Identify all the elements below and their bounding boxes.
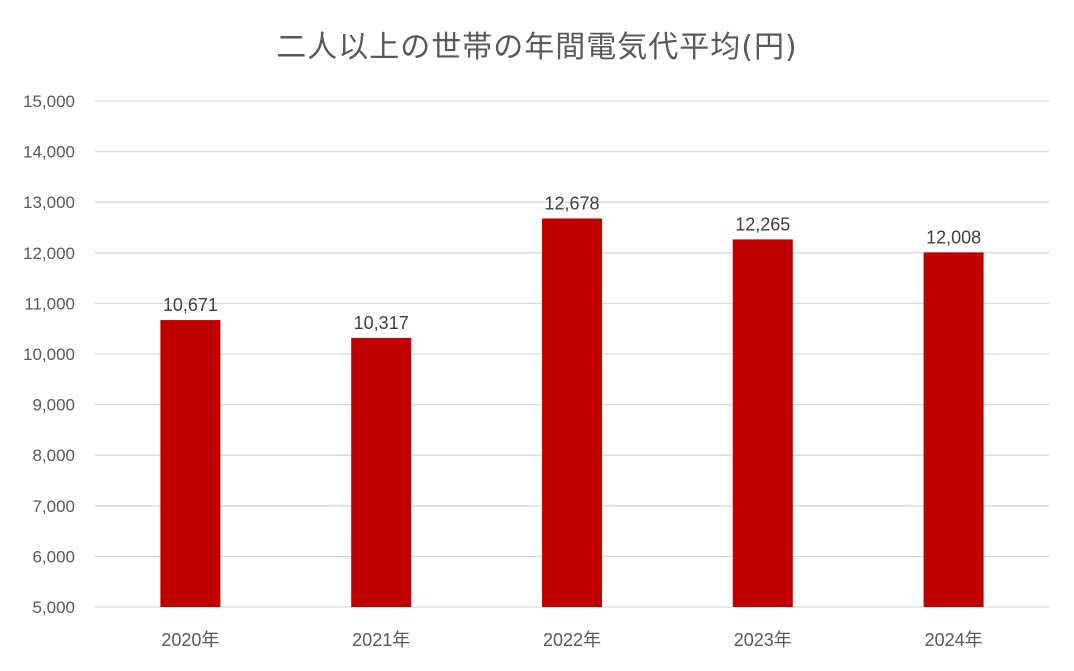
y-tick-label: 13,000 — [23, 193, 75, 212]
chart-title: 二人以上の世帯の年間電気代平均(円) — [276, 30, 798, 65]
bar — [923, 252, 984, 607]
data-label: 12,265 — [735, 214, 790, 234]
y-tick-label: 5,000 — [32, 598, 75, 617]
y-tick-label: 6,000 — [32, 547, 75, 566]
x-tick-label: 2021年 — [352, 630, 410, 650]
bar — [542, 218, 602, 607]
bar — [732, 239, 793, 608]
x-tick-label: 2024年 — [925, 630, 983, 650]
y-tick-label: 15,000 — [23, 92, 75, 111]
y-tick-label: 12,000 — [23, 244, 75, 263]
data-label: 10,317 — [354, 313, 409, 333]
data-label: 10,671 — [163, 295, 218, 315]
x-tick-label: 2022年 — [543, 630, 601, 650]
y-tick-label: 7,000 — [32, 497, 75, 516]
bar — [351, 337, 412, 607]
data-label: 12,008 — [926, 227, 981, 247]
y-tick-label: 10,000 — [23, 345, 75, 364]
x-tick-label: 2020年 — [161, 630, 219, 650]
y-tick-label: 14,000 — [23, 143, 75, 162]
y-tick-label: 9,000 — [32, 396, 75, 415]
x-tick-label: 2023年 — [734, 630, 792, 650]
data-label: 12,678 — [544, 193, 599, 213]
bar — [160, 320, 221, 607]
y-tick-label: 8,000 — [32, 446, 75, 465]
y-tick-label: 11,000 — [24, 294, 75, 313]
